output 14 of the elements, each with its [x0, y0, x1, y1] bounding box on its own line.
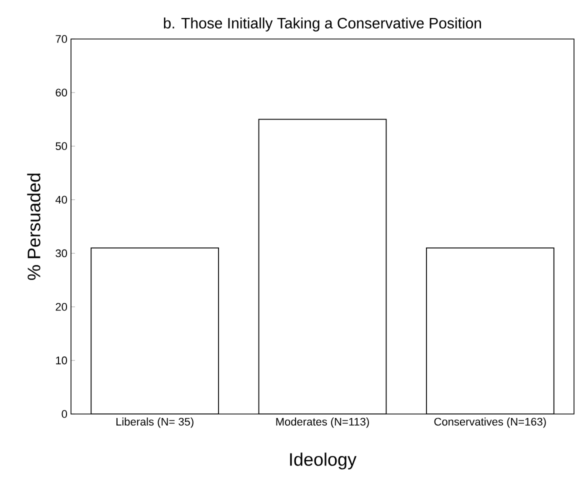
x-tick-label: Moderates (N=113): [276, 418, 369, 428]
x-axis-title: Ideology: [290, 452, 356, 470]
y-axis-title: % Persuaded: [27, 174, 40, 280]
y-tick-label: 40: [55, 196, 68, 204]
y-tick-label: 60: [56, 88, 68, 96]
x-tick-label: Conservatives (N=163): [434, 418, 546, 428]
y-tick-label: 10: [56, 356, 68, 364]
chart-title: b. Those Initially Taking a Conservative Position: [164, 17, 481, 32]
y-tick-label: 30: [56, 249, 68, 258]
x-tick-label: Liberals (N= 35): [116, 418, 194, 428]
y-tick-label: 70: [56, 35, 68, 43]
y-tick-label: 20: [56, 302, 68, 311]
y-tick-label: 50: [56, 142, 68, 150]
y-tick-label: 0: [62, 410, 68, 418]
